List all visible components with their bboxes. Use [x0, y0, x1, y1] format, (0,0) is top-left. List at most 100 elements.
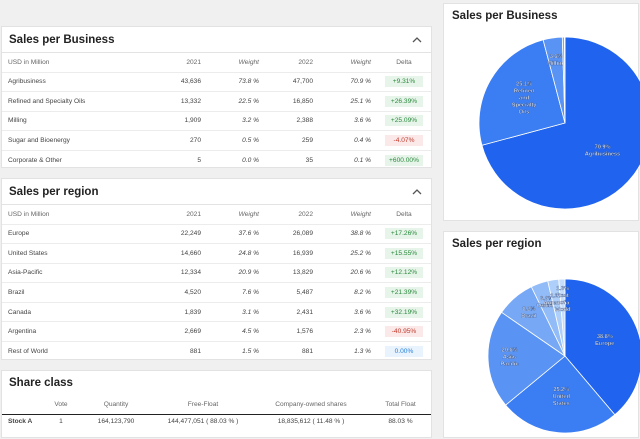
delta-badge: +17.26%: [385, 228, 423, 240]
delta-badge: +12.12%: [385, 267, 423, 279]
sales-business-title: Sales per Business: [9, 33, 115, 46]
delta-cell: +12.12%: [377, 262, 431, 283]
pie-slice-corporate-other[interactable]: [564, 36, 566, 124]
share-col-owned: Company-owned shares: [252, 395, 370, 415]
table-row: Argentina 2,669 4.5 % 1,576 2.3 % -40.95%: [2, 321, 431, 342]
value-2021: 43,636: [153, 71, 207, 92]
value-2022: 1,576: [265, 321, 319, 342]
pie-label: 25.2% United States: [553, 387, 571, 407]
col-header-weight-2022: Weight: [350, 58, 371, 66]
share-vote: 1: [44, 413, 78, 428]
delta-cell: +21.39%: [377, 282, 431, 303]
weight-2021: 3.1 %: [207, 301, 265, 322]
pie-label: 38.8% Europe: [595, 334, 614, 347]
delta-cell: +9.31%: [377, 71, 431, 92]
pie-label: 2.3% Argentina: [543, 294, 570, 307]
pie-slice-asia-pacific[interactable]: [487, 311, 566, 406]
region-pie-card: Sales per region 38.8% Europe 25.2% United S…: [443, 231, 640, 438]
table-row: Canada 1,839 3.1 % 2,431 3.6 % +32.19%: [2, 301, 431, 322]
pie-slice-united-states[interactable]: [505, 355, 616, 434]
weight-2021: 22.5 %: [207, 91, 265, 112]
share-class-card: Share class Vote Quantity Free-Float Com…: [1, 370, 432, 438]
table-row: Rest of World 881 1.5 % 881 1.3 % 0.00%: [2, 341, 431, 362]
weight-2022: 3.6 %: [319, 110, 377, 131]
row-name: Milling: [2, 110, 153, 131]
weight-2022: 0.1 %: [319, 149, 377, 170]
share-class-header: Share class: [2, 371, 431, 395]
row-name: Refined and Specialty Oils: [2, 91, 153, 112]
col-header-name: USD in Million: [8, 210, 50, 218]
share-class-title: Share class: [9, 377, 73, 389]
col-header-weight-2021: Weight: [238, 210, 259, 218]
table-row: Sugar and Bioenergy 270 0.5 % 259 0.4 % -4.07…: [2, 130, 431, 151]
weight-2022: 38.8 %: [319, 223, 377, 244]
chevron-up-icon[interactable]: [409, 184, 425, 200]
business-pie-title: Sales per Business: [452, 10, 558, 22]
weight-2022: 25.2 %: [319, 243, 377, 264]
pie-label: 3.6% Canada: [536, 296, 557, 309]
sales-region-header: Sales per region: [2, 179, 431, 205]
share-quantity: 164,123,790: [78, 413, 154, 428]
weight-2021: 0.5 %: [207, 130, 265, 151]
table-row: Brazil 4,520 7.6 % 5,487 8.2 % +21.39%: [2, 282, 431, 303]
value-2022: 5,487: [265, 282, 319, 303]
share-col-free-float: Free-Float: [154, 395, 252, 415]
pie-slice-europe[interactable]: [564, 278, 640, 416]
pie-slice-agribusiness[interactable]: [481, 36, 640, 210]
share-col-quantity: Quantity: [78, 395, 154, 415]
value-2021: 4,520: [153, 282, 207, 303]
pie-label: 70.9% Agribusiness: [585, 144, 620, 157]
weight-2021: 73.8 %: [207, 71, 265, 92]
weight-2021: 3.2 %: [207, 110, 265, 131]
business-pie-card: Sales per Business 70.9% Agribusiness 25.1…: [443, 3, 640, 221]
table-row: Corporate & Other 5 0.0 % 35 0.1 % +600.00%: [2, 149, 431, 170]
weight-2022: 70.9 %: [319, 71, 377, 92]
value-2021: 2,669: [153, 321, 207, 342]
delta-cell: -4.07%: [377, 130, 431, 151]
delta-badge: 0.00%: [385, 346, 423, 358]
delta-badge: +32.19%: [385, 306, 423, 318]
row-name: Canada: [2, 301, 153, 322]
row-name: United States: [2, 243, 153, 264]
col-header-delta: Delta: [396, 58, 412, 66]
value-2022: 13,829: [265, 262, 319, 283]
row-name: Agribusiness: [2, 71, 153, 92]
value-2021: 270: [153, 130, 207, 151]
value-2022: 2,431: [265, 301, 319, 322]
delta-cell: +25.09%: [377, 110, 431, 131]
pie-slice-rest-of-world[interactable]: [558, 278, 566, 357]
col-header-name: USD in Million: [8, 58, 50, 66]
value-2022: 16,850: [265, 91, 319, 112]
delta-badge: +21.39%: [385, 287, 423, 299]
col-header-weight-2022: Weight: [350, 210, 371, 218]
value-2021: 22,249: [153, 223, 207, 244]
col-header-2021: 2021: [186, 58, 201, 66]
row-name: Corporate & Other: [2, 149, 153, 170]
weight-2022: 3.6 %: [319, 301, 377, 322]
table-row: Asia-Pacific 12,334 20.9 % 13,829 20.6 % +12.…: [2, 262, 431, 283]
business-pie-chart: 70.9% Agribusiness 25.1% Refined and Specialt…: [478, 36, 640, 210]
share-class-table: Vote Quantity Free-Float Company-owned s…: [2, 395, 431, 428]
weight-2022: 1.3 %: [319, 341, 377, 362]
sales-region-title: Sales per region: [9, 185, 99, 198]
share-total-float: 88.03 %: [370, 413, 431, 428]
weight-2022: 0.4 %: [319, 130, 377, 151]
weight-2021: 20.9 %: [207, 262, 265, 283]
delta-badge: +25.09%: [385, 115, 423, 127]
sales-region-card: Sales per region USD in Million 2021 Wei…: [1, 178, 432, 362]
pie-label: 20.6% Asia-Pacific: [501, 347, 519, 367]
weight-2021: 24.8 %: [207, 243, 265, 264]
pie-label: 3.6% Milling: [547, 54, 565, 67]
table-row: Stock A 1 164,123,790 144,477,051 ( 88.0…: [2, 413, 431, 428]
chevron-up-icon[interactable]: [409, 32, 425, 48]
sales-business-header: Sales per Business: [2, 27, 431, 53]
table-row: Europe 22,249 37.6 % 26,089 38.8 % +17.26%: [2, 223, 431, 244]
delta-badge: +9.31%: [385, 76, 423, 88]
row-name: Asia-Pacific: [2, 262, 153, 283]
row-name: Argentina: [2, 321, 153, 342]
pie-label: 25.1% Refined and Specialty Oils: [512, 81, 537, 115]
pie-slice-refined-and-specialty-oils[interactable]: [478, 39, 566, 146]
table-row: United States 14,660 24.8 % 16,939 25.2 % +15…: [2, 243, 431, 264]
value-2021: 14,660: [153, 243, 207, 264]
delta-cell: 0.00%: [377, 341, 431, 362]
